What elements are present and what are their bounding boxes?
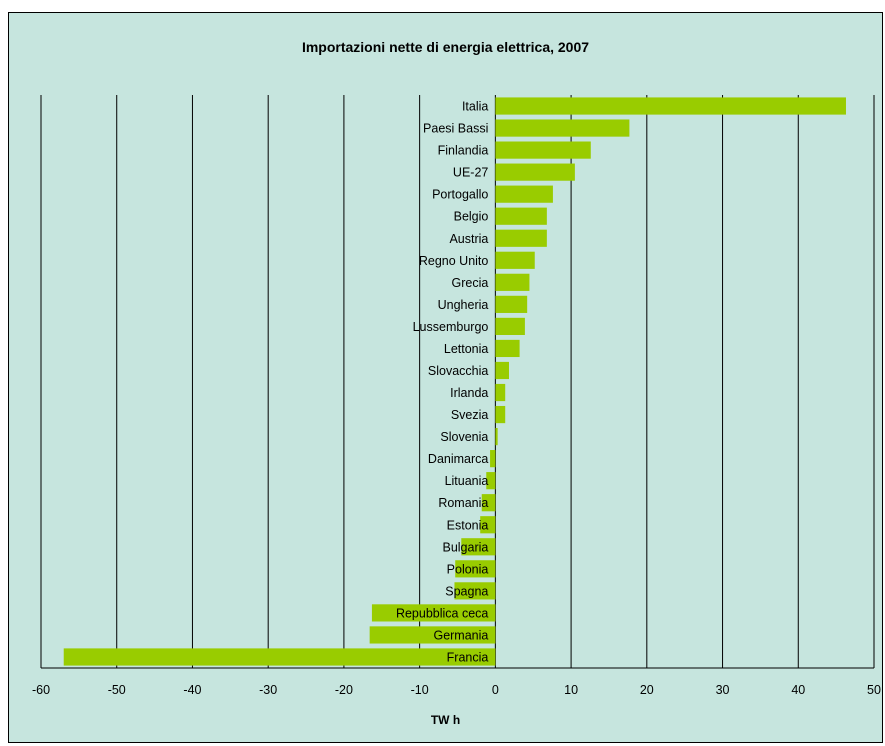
category-label: Bulgaria bbox=[442, 540, 488, 554]
x-tick-label: 50 bbox=[867, 683, 881, 697]
bar bbox=[495, 361, 509, 380]
bar bbox=[495, 428, 498, 446]
category-label: Lettonia bbox=[444, 342, 489, 356]
bar bbox=[495, 295, 528, 313]
category-label: Lussemburgo bbox=[413, 320, 489, 334]
bar bbox=[495, 163, 575, 181]
x-tick-label: 20 bbox=[640, 683, 654, 697]
chart-plot: Italia Paesi Bassi Finlandia UE-27 Portogall… bbox=[32, 95, 881, 697]
category-label: Spagna bbox=[445, 584, 488, 598]
bar bbox=[495, 317, 525, 335]
bar bbox=[495, 229, 547, 247]
bar bbox=[495, 273, 530, 291]
category-label: Romania bbox=[438, 496, 488, 510]
x-axis-label: TW h bbox=[430, 713, 461, 727]
category-label: Lituania bbox=[445, 474, 489, 488]
x-tick-labels: -60 -50 -40 -30 -20 -10 0 10 20 30 40 50 bbox=[32, 683, 881, 697]
category-label: Slovenia bbox=[440, 430, 488, 444]
x-tick-label: -50 bbox=[108, 683, 126, 697]
category-label: Ungheria bbox=[438, 298, 489, 312]
category-label: Polonia bbox=[447, 562, 489, 576]
bar bbox=[495, 405, 506, 424]
category-label: Portogallo bbox=[432, 188, 488, 202]
x-tick-label: -60 bbox=[32, 683, 50, 697]
category-label: Irlanda bbox=[450, 386, 488, 400]
category-label: Danimarca bbox=[428, 452, 488, 466]
category-label: Regno Unito bbox=[419, 254, 489, 268]
category-label: UE-27 bbox=[453, 166, 488, 180]
bar bbox=[495, 97, 846, 115]
x-tick-label: 30 bbox=[716, 683, 730, 697]
chart-title: Importazioni nette di energia elettrica,… bbox=[301, 39, 590, 55]
bar bbox=[495, 339, 520, 358]
category-label: Paesi Bassi bbox=[423, 122, 488, 136]
bar bbox=[481, 494, 496, 512]
bar bbox=[495, 383, 506, 402]
grid-lines bbox=[40, 95, 875, 669]
x-tick-label: 10 bbox=[564, 683, 578, 697]
category-label: Svezia bbox=[451, 408, 489, 422]
category-label: Repubblica ceca bbox=[396, 606, 488, 620]
bar bbox=[455, 560, 496, 578]
bar bbox=[480, 516, 496, 534]
x-tick-label: 0 bbox=[492, 683, 499, 697]
x-tick-label: -10 bbox=[411, 683, 429, 697]
bar bbox=[490, 450, 496, 468]
category-label: Germania bbox=[433, 628, 488, 642]
bar bbox=[495, 207, 547, 225]
x-tick-label: 40 bbox=[791, 683, 805, 697]
category-label: Belgio bbox=[454, 210, 489, 224]
bar bbox=[486, 472, 496, 490]
category-labels: Italia Paesi Bassi Finlandia UE-27 Portogall… bbox=[396, 100, 488, 665]
bar bbox=[371, 604, 496, 622]
x-tick-label: -20 bbox=[335, 683, 353, 697]
bar bbox=[454, 582, 496, 600]
bar bbox=[461, 538, 496, 556]
bar bbox=[495, 141, 591, 159]
category-label: Finlandia bbox=[438, 144, 489, 158]
x-tick-label: -30 bbox=[259, 683, 277, 697]
bar bbox=[495, 185, 553, 203]
bar bbox=[495, 119, 630, 137]
bar bbox=[63, 648, 496, 666]
category-label: Estonia bbox=[447, 518, 489, 532]
category-label: Francia bbox=[447, 650, 489, 664]
category-label: Austria bbox=[449, 232, 488, 246]
x-tick-label: -40 bbox=[183, 683, 201, 697]
bar bbox=[369, 626, 496, 644]
category-label: Grecia bbox=[452, 276, 489, 290]
category-label: Italia bbox=[462, 100, 488, 114]
chart-frame: Importazioni nette di energia elettrica,… bbox=[8, 12, 883, 743]
bars bbox=[63, 97, 846, 666]
bar bbox=[495, 251, 535, 269]
category-label: Slovacchia bbox=[428, 364, 488, 378]
